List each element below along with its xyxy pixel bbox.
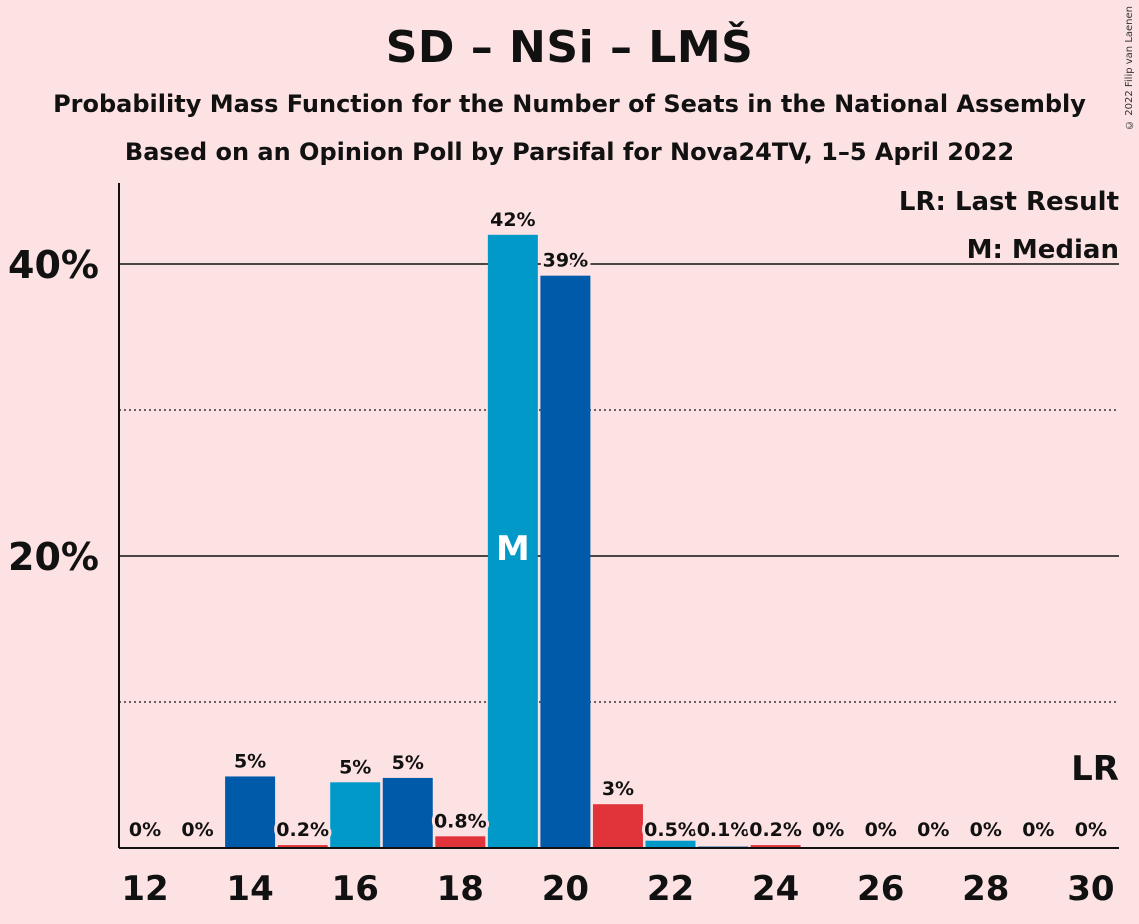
bar (645, 840, 696, 848)
x-tick-label: 12 (121, 869, 168, 909)
legend-last-result: LR: Last Result (899, 187, 1119, 217)
data-label: 0% (181, 819, 213, 841)
bar (277, 845, 328, 848)
y-tick-label: 20% (8, 535, 99, 579)
data-label: 0% (865, 819, 897, 841)
bar (382, 777, 433, 848)
data-label: 0.2% (749, 819, 802, 841)
data-label: 0% (129, 819, 161, 841)
bar (540, 275, 591, 848)
x-tick-label: 24 (752, 869, 799, 909)
y-tick-label: 40% (8, 243, 99, 287)
data-label: 0% (812, 819, 844, 841)
x-tick-label: 30 (1067, 869, 1114, 909)
data-label: 42% (490, 209, 535, 231)
last-result-marker: LR (1071, 749, 1119, 789)
bar (225, 776, 276, 848)
bar (330, 782, 381, 848)
data-label: 0% (917, 819, 949, 841)
data-label: 0.5% (644, 819, 697, 841)
data-label: 3% (602, 778, 634, 800)
x-tick-label: 16 (332, 869, 379, 909)
median-marker: M (496, 529, 530, 569)
chart-subtitle: Probability Mass Function for the Number… (53, 90, 1086, 118)
x-tick-label: 26 (857, 869, 904, 909)
x-tick-label: 14 (226, 869, 273, 909)
data-label: 5% (234, 750, 266, 772)
bar (592, 804, 643, 848)
legend-median: M: Median (967, 235, 1119, 265)
chart-title: SD – NSi – LMŠ (385, 22, 754, 73)
data-label: 0.2% (276, 819, 329, 841)
median-marker-bg (490, 530, 535, 564)
data-label: 0% (1075, 819, 1107, 841)
data-label: 0% (1022, 819, 1054, 841)
x-tick-label: 22 (647, 869, 694, 909)
data-label: 5% (339, 756, 371, 778)
x-tick-label: 20 (542, 869, 589, 909)
chart-subtitle-source: Based on an Opinion Poll by Parsifal for… (124, 138, 1015, 166)
data-label: 39% (543, 250, 588, 272)
data-label: 0.1% (697, 819, 750, 841)
data-label: 0% (970, 819, 1002, 841)
data-label: 0.8% (434, 810, 487, 832)
x-tick-label: 18 (437, 869, 484, 909)
bar (435, 836, 486, 848)
bar (750, 845, 801, 848)
data-label: 5% (392, 752, 424, 774)
x-tick-label: 28 (962, 869, 1009, 909)
